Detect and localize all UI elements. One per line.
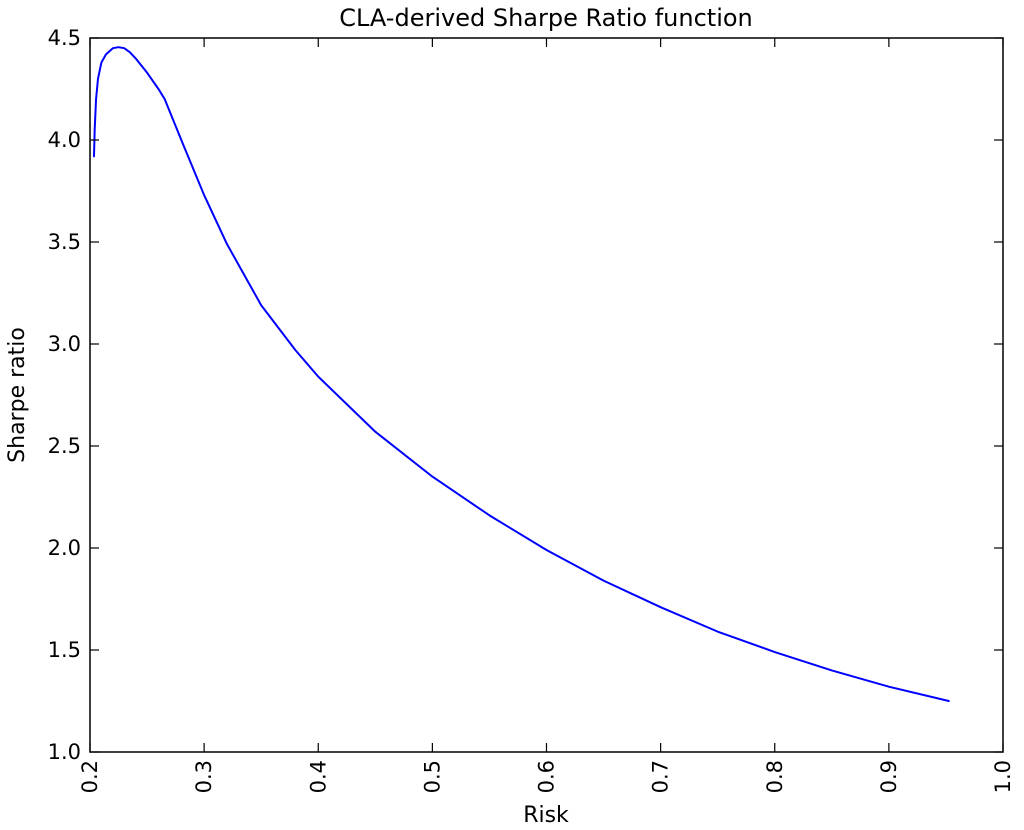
line-layer — [92, 46, 950, 702]
x-tick-label: 0.8 — [763, 760, 787, 793]
y-tick-label: 3.5 — [48, 230, 81, 254]
x-tick-label: 0.3 — [192, 760, 216, 793]
y-axis-label: Sharpe ratio — [5, 327, 30, 463]
sharpe-ratio-line — [92, 46, 950, 702]
y-tick-label: 1.0 — [48, 740, 81, 764]
x-tick-label: 0.7 — [649, 760, 673, 793]
y-tick-label: 2.5 — [48, 434, 81, 458]
y-tick-label: 2.0 — [48, 536, 81, 560]
x-tick-label: 0.5 — [420, 760, 444, 793]
y-tick-label: 3.0 — [48, 332, 81, 356]
x-tick-label: 1.0 — [991, 760, 1015, 793]
tick-layer: 0.2 0.3 0.4 0.5 0.6 0.7 0.8 0.9 1.0 1.0 1.5 2.0 2.5 3… — [48, 26, 1015, 793]
x-tick-label: 0.6 — [535, 760, 559, 793]
y-tick-label: 4.0 — [48, 128, 81, 152]
x-tick-label: 0.9 — [877, 760, 901, 793]
x-tick-label: 0.2 — [78, 760, 102, 793]
y-tick-label: 1.5 — [48, 638, 81, 662]
x-axis-label: Risk — [523, 803, 569, 828]
chart-title: CLA-derived Sharpe Ratio function — [339, 4, 753, 32]
plot-area-frame — [89, 37, 1004, 753]
x-tick-label: 0.4 — [306, 760, 330, 793]
y-tick-label: 4.5 — [48, 26, 81, 50]
